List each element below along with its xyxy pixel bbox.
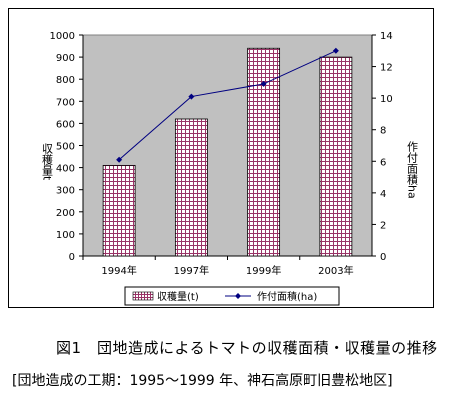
legend-label-line: 作付面積(ha) xyxy=(257,290,317,303)
y-tick-label: 800 xyxy=(56,75,75,86)
y-tick-label: 1000 xyxy=(50,31,75,42)
line-series-area xyxy=(118,50,337,161)
y2-tick-label: 12 xyxy=(380,63,393,74)
figure-caption-title: 図1 団地造成によるトマトの収穫面積・収穫量の推移 xyxy=(56,339,438,357)
y-tick-label: 100 xyxy=(56,230,75,241)
chart-frame: 0 100 200 300 400 500 600 700 800 900 1000 0 2 4 6 8 10 1… xyxy=(8,8,434,308)
line-point-1999年 xyxy=(260,80,267,87)
y-tick-label: 900 xyxy=(56,53,75,64)
bar-2003年 xyxy=(319,56,353,257)
legend-label-bar: 収穫量(t) xyxy=(157,291,199,303)
y-tick-label: 200 xyxy=(56,208,75,219)
figure-caption-note: [団地造成の工期：1995～1999 年、神石高原町旧豊松地区] xyxy=(12,373,393,389)
y-tick-label: 0 xyxy=(69,252,75,263)
x-tick-label: 1999年 xyxy=(246,264,281,277)
bar-1999年 xyxy=(247,47,281,257)
line-point-2003年 xyxy=(332,47,339,54)
y2-tick-label: 2 xyxy=(380,220,386,231)
line-point-1997年 xyxy=(188,93,195,100)
y-tick-label: 500 xyxy=(56,142,75,153)
y2-tick-label: 8 xyxy=(380,126,386,137)
y2-tick-label: 10 xyxy=(380,94,393,105)
legend-swatch-bar xyxy=(132,291,154,301)
y-tick-label: 400 xyxy=(56,164,75,175)
bar-1994年 xyxy=(102,164,136,257)
y-axis-title: 収穫量t xyxy=(41,143,54,181)
y-tick-label: 300 xyxy=(56,186,75,197)
line-point-1994年 xyxy=(116,156,123,163)
y-tick-label: 600 xyxy=(56,119,75,130)
y2-axis-title: 作付面積ha xyxy=(406,141,419,199)
x-tick-label: 1997年 xyxy=(174,264,209,277)
legend-marker-line xyxy=(235,293,241,299)
y2-tick-label: 4 xyxy=(380,189,386,200)
x-tick-label: 2003年 xyxy=(318,264,353,277)
y2-tick-label: 6 xyxy=(380,157,386,168)
y2-tick-label: 14 xyxy=(380,31,393,42)
y-tick-label: 700 xyxy=(56,97,75,108)
x-tick-label: 1994年 xyxy=(101,264,136,277)
chart-svg: 0 100 200 300 400 500 600 700 800 900 1000 0 2 4 6 8 10 1… xyxy=(41,31,419,306)
bar-1997年 xyxy=(174,118,208,257)
y2-tick-label: 0 xyxy=(380,252,386,263)
